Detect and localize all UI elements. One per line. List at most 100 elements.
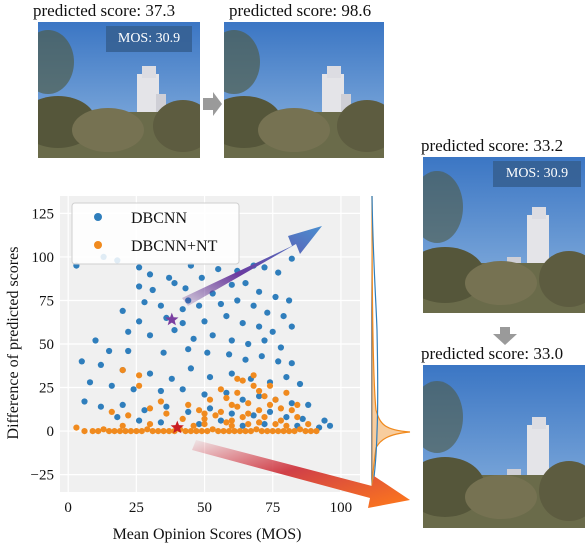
scatter-point-dbcnn	[217, 417, 224, 424]
scatter-point-dbcnn-nt	[187, 428, 194, 435]
scatter-point-dbcnn-nt	[296, 426, 304, 433]
mos-badge-right-top: MOS: 30.9	[493, 161, 581, 187]
scatter-point-dbcnn	[215, 266, 222, 273]
scatter-point-dbcnn	[245, 340, 252, 348]
scatter-point-dbcnn	[166, 274, 173, 281]
scatter-point-dbcnn-nt	[89, 428, 96, 435]
marginal-density	[371, 195, 411, 493]
scatter-point-dbcnn-nt	[234, 389, 241, 396]
scatter-point-dbcnn	[272, 293, 279, 301]
scatter-point-dbcnn-nt	[272, 396, 279, 403]
y-tick-label: 125	[32, 206, 55, 222]
scatter-point-dbcnn-nt	[201, 410, 208, 417]
x-tick-label: 75	[265, 500, 280, 516]
legend-label-dbcnn-nt: DBCNN+NT	[131, 238, 218, 255]
scatter-point-dbcnn	[256, 323, 263, 330]
scatter-point-dbcnn	[157, 302, 164, 309]
scatter-point-dbcnn	[196, 421, 203, 428]
scatter-point-dbcnn-nt	[228, 422, 235, 429]
scatter-point-dbcnn	[275, 269, 282, 276]
scatter-point-dbcnn-nt	[256, 419, 263, 426]
scatter-point-dbcnn	[190, 335, 197, 342]
scatter-point-dbcnn-nt	[239, 377, 246, 384]
scatter-point-dbcnn	[198, 274, 205, 281]
scatter-point-dbcnn-nt	[73, 424, 80, 431]
scatter-point-dbcnn-nt	[136, 382, 143, 389]
scatter-point-dbcnn	[288, 323, 295, 330]
scatter-point-dbcnn-nt	[269, 428, 276, 435]
scatter-point-dbcnn-nt	[193, 428, 200, 435]
scatter-point-dbcnn-nt	[239, 414, 246, 421]
scatter-point-dbcnn-nt	[256, 407, 263, 414]
scatter-point-dbcnn-nt	[280, 428, 287, 435]
scatter-point-dbcnn	[141, 299, 148, 306]
scatter-point-dbcnn-nt	[119, 367, 126, 374]
scatter-point-dbcnn	[296, 380, 304, 388]
down-right-arrow-icon	[192, 440, 410, 508]
scatter-point-dbcnn-nt	[217, 386, 224, 393]
scatter-point-dbcnn	[171, 280, 178, 287]
scatter-point-dbcnn-nt	[201, 421, 208, 428]
scatter-point-dbcnn	[136, 283, 143, 290]
scatter-point-dbcnn	[108, 382, 115, 389]
scatter-point-dbcnn-nt	[220, 428, 227, 435]
scatter-point-dbcnn	[130, 386, 137, 393]
scatter-point-dbcnn-nt	[185, 401, 192, 408]
scatter-point-dbcnn-nt	[294, 401, 301, 408]
scatter-point-dbcnn	[119, 307, 126, 314]
scatter-point-dbcnn-nt	[182, 428, 189, 435]
data-points	[73, 253, 334, 435]
legend: DBCNN DBCNN+NT	[71, 202, 240, 265]
scatter-point-dbcnn	[261, 421, 268, 428]
photo-image	[423, 365, 585, 528]
scatter-point-dbcnn	[280, 313, 287, 320]
scatter-point-dbcnn-nt	[261, 393, 268, 400]
scatter-point-dbcnn-nt	[288, 407, 295, 414]
scatter-point-dbcnn-nt	[223, 419, 230, 426]
scatter-point-dbcnn	[266, 408, 274, 415]
scatter-point-dbcnn-nt	[160, 428, 167, 435]
scatter-point-dbcnn	[305, 401, 312, 408]
scatter-point-dbcnn	[179, 306, 186, 313]
caption-right-bottom: predicted score: 33.0	[421, 344, 564, 363]
highlighted-star-marker	[165, 312, 179, 326]
y-axis-label: Difference of predicted scores	[5, 247, 22, 440]
scatter-point-dbcnn-nt	[146, 421, 154, 428]
scatter-point-dbcnn	[136, 264, 143, 271]
scatter-point-dbcnn-nt	[127, 428, 134, 435]
scatter-point-dbcnn	[223, 313, 230, 320]
scatter-point-dbcnn-nt	[108, 408, 115, 415]
scatter-point-dbcnn-nt	[190, 422, 197, 429]
scatter-point-dbcnn-nt	[305, 421, 312, 428]
scatter-point-dbcnn	[288, 360, 295, 367]
photo-right-bottom	[423, 365, 585, 528]
caption-top-left: predicted score: 37.3	[33, 1, 176, 20]
scatter-point-dbcnn-nt	[179, 415, 186, 422]
scatter-point-dbcnn	[226, 351, 233, 358]
scatter-point-dbcnn-nt	[307, 428, 314, 435]
scatter-point-dbcnn-nt	[149, 428, 156, 435]
scatter-point-dbcnn	[157, 419, 164, 426]
caption-top-right: predicted score: 98.6	[229, 1, 372, 20]
x-tick-label: 100	[330, 500, 353, 516]
y-tick-label: 0	[47, 424, 55, 440]
scatter-point-dbcnn-nt	[133, 428, 140, 435]
scatter-point-dbcnn	[321, 417, 328, 424]
scatter-point-dbcnn	[228, 281, 235, 288]
annotation-arrows	[182, 226, 410, 508]
scatter-point-dbcnn	[146, 271, 154, 278]
scatter-point-dbcnn-nt	[266, 401, 274, 408]
scatter-point-dbcnn	[223, 389, 230, 396]
scatter-point-dbcnn-nt	[163, 410, 170, 417]
scatter-point-dbcnn	[228, 410, 235, 417]
up-arrow-icon	[182, 226, 322, 306]
scatter-point-dbcnn	[179, 320, 186, 327]
legend-label-dbcnn: DBCNN	[131, 210, 187, 227]
scatter-point-dbcnn-nt	[157, 398, 164, 405]
scatter-point-dbcnn-nt	[144, 426, 151, 433]
scatter-point-dbcnn-nt	[234, 375, 241, 382]
scatter-point-dbcnn	[196, 302, 203, 309]
scatter-point-dbcnn-nt	[258, 428, 265, 435]
scatter-point-dbcnn	[275, 358, 282, 365]
scatter-point-dbcnn	[288, 400, 295, 407]
